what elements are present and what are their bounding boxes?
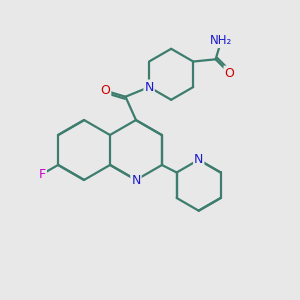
Text: NH₂: NH₂ — [210, 34, 233, 47]
Text: O: O — [224, 67, 234, 80]
Text: N: N — [131, 173, 141, 187]
Text: N: N — [194, 153, 203, 166]
Text: N: N — [144, 80, 154, 94]
Text: O: O — [100, 84, 110, 97]
Text: F: F — [39, 167, 46, 181]
